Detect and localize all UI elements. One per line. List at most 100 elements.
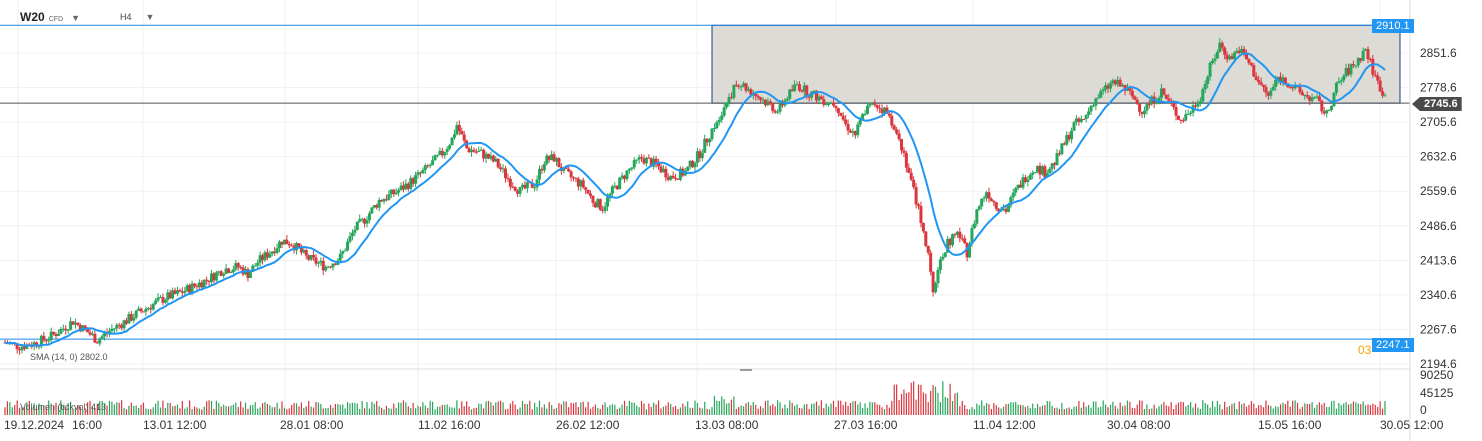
volume-bar [116,402,118,415]
price-axis[interactable]: 2851.6 2778.6 2705.6 2632.6 2559.6 2486.6 2413… [1420,46,1457,371]
candle-body [1159,88,1163,98]
volume-bar [937,392,939,415]
candle-body [399,185,403,191]
candle-body [1174,106,1178,116]
volume-bar [847,405,849,415]
candle-body [1373,74,1377,76]
candle-body [258,255,262,263]
candle-body [64,328,68,331]
volume-bar [317,402,320,415]
volume-bar [1197,407,1199,415]
volume-bar [1289,406,1291,415]
volume-bar [230,405,232,415]
chevron-down-icon: ▼ [71,13,80,23]
time-axis-tick: 30.05 12:00 [1380,418,1444,432]
candle-body [863,113,867,115]
candle-body [1198,101,1202,105]
volume-bar [570,402,572,415]
candle-body [552,154,556,162]
candle-body [630,167,634,169]
candle-body [1215,52,1219,59]
volume-bar [434,409,436,415]
candle-body [69,321,73,330]
candle-body [1014,188,1018,193]
volume-bar [869,401,871,415]
candle-body [380,199,384,202]
volume-bar [1117,408,1119,415]
volume-bar [779,402,781,415]
time-axis[interactable]: 19.12.2024 16:00 13.01 12:00 28.01 08:00 11.… [4,418,1444,432]
candle-body [1050,163,1054,169]
candle-body [921,222,925,232]
volume-bar [334,403,337,415]
volume-bar [215,400,217,415]
candle-body [321,260,325,271]
candle-body [521,184,524,188]
volume-bar [633,402,635,415]
candle-body [163,299,167,303]
candle-body [188,285,192,293]
volume-bar [235,402,237,415]
candle-body [501,168,505,170]
candle-body [1213,58,1217,61]
volume-bar [1017,404,1019,415]
candle-body [817,96,821,101]
sma-indicator-label[interactable]: SMA (14, 0) 2802.0 [30,352,108,362]
timeframe-selector[interactable]: H4 ▼ [120,12,154,22]
volume-bar [947,398,949,415]
candle-body [917,204,921,206]
candle-body [1327,109,1331,111]
symbol-selector[interactable]: W20 CFD ▼ [20,10,80,24]
volume-bar [500,400,502,415]
candle-body [1339,80,1343,82]
volume-bar [1010,402,1012,415]
pane-resize-handle[interactable] [740,369,752,371]
volume-bar [1139,400,1141,415]
volume-bar [410,408,412,415]
candle-body [712,128,716,130]
volume-indicator-label[interactable]: Volumen (tickvol) 413 [20,402,107,412]
candle-body [253,265,257,267]
candle-body [848,130,852,133]
candle-body [1162,88,1166,95]
candle-body [397,190,401,193]
candle-body [270,251,274,254]
candle-body [200,282,204,288]
volume-bar [939,402,941,415]
volume-bar [473,408,475,415]
candle-body [450,137,454,146]
candle-body [1193,105,1197,107]
candle-body [295,243,299,251]
candle-body [603,206,607,211]
candle-body [907,167,911,173]
volume-bar [1005,404,1007,415]
volume-bar [368,408,371,415]
volume-bar [920,384,922,415]
volume-bar [79,406,81,415]
volume-bar [1204,403,1206,415]
candle-body [586,189,590,194]
volume-bar [1214,406,1216,415]
volume-bar [572,403,575,415]
candle-body [853,131,857,136]
candle-body [768,101,772,104]
candle-body [1077,118,1081,123]
volume-bar [1287,400,1289,415]
volume-bar [38,403,40,415]
candle-body [452,134,456,138]
volume-bar [648,403,650,415]
candle-body [1145,104,1149,111]
candle-body [1252,65,1256,77]
volume-bar [718,400,720,415]
price-zone-rectangle[interactable] [711,24,1401,104]
candle-body [1060,143,1064,155]
volume-bar [524,403,526,415]
volume-bar [1056,407,1058,415]
candle-body [120,324,124,329]
volume-bar [983,405,985,415]
candle-body [139,308,143,312]
candle-body [1368,58,1372,60]
volume-bar [1190,402,1192,415]
candle-body [841,115,845,120]
